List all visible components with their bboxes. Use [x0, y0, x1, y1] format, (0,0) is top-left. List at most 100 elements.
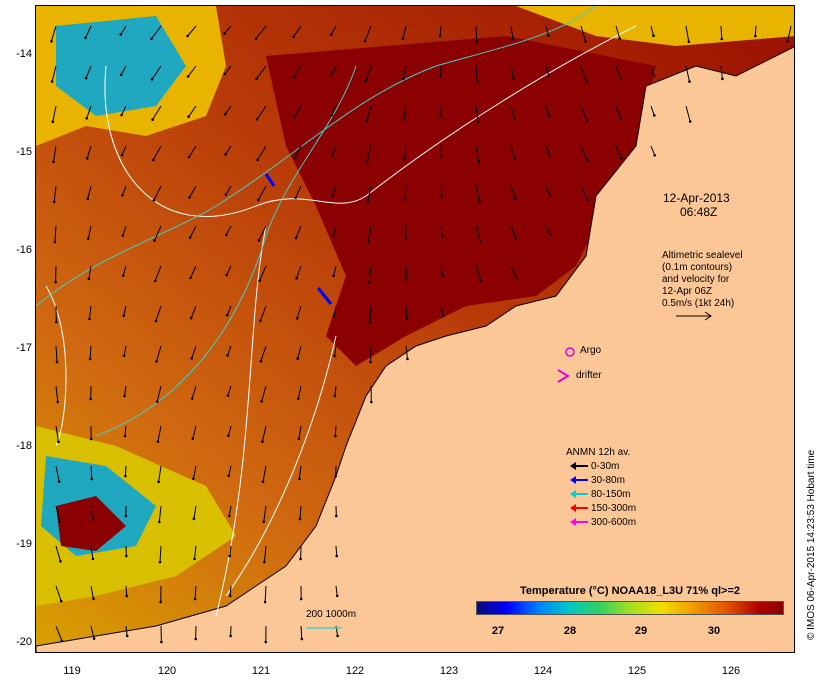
legend-label: 30-80m: [591, 475, 625, 486]
velocity-vector-head: [298, 517, 302, 521]
velocity-vector: [86, 105, 92, 119]
velocity-vector: [224, 105, 232, 115]
velocity-vector: [510, 225, 517, 239]
velocity-vector: [510, 185, 516, 199]
velocity-vector: [154, 265, 162, 282]
velocity-vector: [366, 145, 372, 162]
velocity-vector-head: [584, 79, 588, 83]
velocity-vector: [90, 505, 93, 519]
velocity-vector-head: [88, 357, 92, 361]
velocity-vector-head: [262, 520, 265, 524]
velocity-vector-head: [54, 280, 57, 284]
legend-arrow-icon: [570, 462, 588, 471]
velocity-vector-head: [548, 154, 551, 157]
velocity-vector: [293, 65, 302, 78]
velocity-vector-head: [188, 236, 192, 239]
velocity-vector-head: [299, 597, 303, 601]
velocity-vector-head: [186, 34, 189, 38]
velocity-vector: [120, 65, 127, 76]
velocity-vector: [53, 185, 57, 202]
velocity-vector-head: [60, 639, 64, 643]
velocity-vector: [580, 65, 587, 82]
velocity-vector: [125, 625, 128, 636]
velocity-vector-head: [120, 153, 124, 157]
velocity-vector: [475, 185, 480, 202]
velocity-vector: [295, 225, 302, 239]
velocity-vector: [263, 505, 267, 522]
velocity-vector: [55, 625, 63, 642]
velocity-vector: [580, 105, 588, 122]
velocity-vector-head: [155, 360, 158, 363]
velocity-vector-head: [152, 199, 156, 202]
velocity-vector: [368, 225, 372, 242]
velocity-vector: [367, 185, 372, 202]
velocity-vector: [365, 65, 372, 82]
velocity-vector-head: [227, 434, 230, 438]
velocity-vector: [297, 385, 302, 399]
velocity-vector-head: [87, 277, 91, 281]
velocity-vector: [192, 465, 197, 479]
cold-patch-nw: [56, 16, 186, 116]
velocity-vector-head: [478, 240, 482, 243]
velocity-vector: [405, 345, 408, 359]
velocity-vector: [55, 385, 59, 402]
velocity-vector-head: [123, 434, 127, 438]
velocity-vector-head: [194, 637, 197, 641]
legend-item-300-600m: 300-600m: [570, 517, 636, 528]
velocity-vector: [440, 305, 444, 316]
velocity-vector: [53, 145, 57, 162]
velocity-vector-head: [620, 156, 623, 160]
velocity-vector-head: [124, 474, 127, 478]
velocity-vector-head: [125, 554, 128, 558]
velocity-vector: [86, 145, 92, 159]
velocity-vector-head: [160, 640, 163, 644]
velocity-vector: [187, 25, 197, 37]
velocity-vector-head: [364, 79, 368, 83]
velocity-vector-head: [514, 197, 517, 200]
velocity-vector: [720, 25, 723, 40]
velocity-vector: [405, 305, 408, 320]
velocity-vector-head: [549, 233, 552, 237]
velocity-vector-head: [186, 75, 190, 78]
velocity-vector: [368, 265, 372, 282]
velocity-vector-head: [57, 440, 60, 444]
legend-label: 150-300m: [591, 503, 637, 514]
velocity-vector-head: [254, 37, 258, 40]
velocity-vector: [156, 345, 162, 362]
altimetry-note-line: Altimetric sealevel: [662, 250, 743, 261]
velocity-vector: [227, 385, 232, 396]
isobath-contour: [36, 6, 597, 307]
velocity-vector-head: [331, 154, 334, 157]
velocity-vector-head: [514, 236, 518, 240]
velocity-vector-head: [121, 194, 124, 197]
velocity-vector: [259, 265, 267, 281]
velocity-vector: [124, 385, 127, 396]
velocity-vector-head: [332, 314, 336, 318]
velocity-vector-head: [786, 40, 789, 43]
velocity-vector-head: [52, 160, 55, 164]
velocity-vector: [440, 225, 443, 236]
y-axis-label: -15: [16, 146, 32, 158]
velocity-vector-head: [223, 112, 227, 116]
velocity-vector-head: [513, 157, 516, 160]
velocity-vector: [294, 145, 302, 158]
velocity-vector: [158, 505, 162, 522]
velocity-vector-head: [189, 276, 192, 280]
velocity-vector-head: [224, 153, 227, 156]
velocity-vector-head: [300, 637, 304, 641]
velocity-vector-head: [193, 597, 197, 601]
velocity-vector-head: [152, 158, 155, 162]
velocity-vector: [90, 585, 94, 599]
velocity-vector: [55, 345, 58, 363]
velocity-vector-head: [367, 240, 370, 244]
velocity-vector-head: [478, 200, 481, 203]
velocity-vector: [194, 545, 197, 559]
velocity-vector-head: [190, 397, 194, 400]
velocity-vector: [151, 25, 162, 40]
velocity-vector: [191, 345, 197, 359]
velocity-vector-head: [297, 437, 301, 441]
velocity-vector: [331, 65, 337, 76]
velocity-vector: [440, 265, 444, 276]
velocity-vector: [263, 545, 267, 562]
timestamp-date: 12-Apr-2013: [663, 191, 730, 205]
